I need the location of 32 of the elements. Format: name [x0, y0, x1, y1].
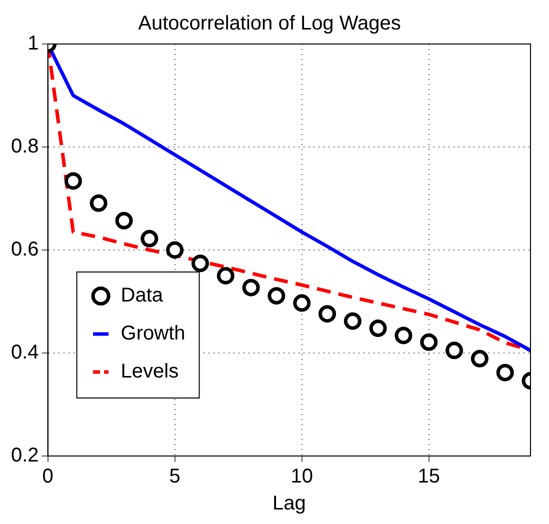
point — [446, 342, 464, 360]
point — [470, 350, 488, 368]
point — [420, 333, 438, 351]
point — [166, 241, 184, 259]
point — [369, 320, 387, 338]
point — [216, 267, 234, 284]
point — [90, 194, 108, 212]
point — [496, 364, 514, 382]
x-axis-title: Lag — [272, 492, 306, 515]
point — [293, 294, 311, 312]
legend-label: Data — [120, 284, 164, 307]
x-tick-label: 15 — [418, 466, 440, 488]
point — [268, 287, 286, 305]
point — [242, 278, 260, 296]
point — [64, 172, 82, 190]
y-tick-label: 0.6 — [10, 238, 39, 261]
point — [191, 254, 209, 272]
legend-label: Levels — [120, 360, 179, 383]
x-tick-label: 0 — [42, 466, 54, 488]
point — [344, 312, 362, 330]
x-tick-label: 10 — [290, 466, 313, 488]
chart-title: Autocorrelation of Log Wages — [138, 12, 401, 35]
point — [140, 230, 158, 248]
point — [115, 212, 133, 230]
y-tick-label: 1 — [28, 32, 39, 55]
y-tick-label: 0.8 — [10, 136, 39, 158]
legend-label: Growth — [120, 322, 186, 345]
x-tick-label: 5 — [169, 466, 180, 488]
point — [394, 326, 412, 344]
y-tick-label: 0.4 — [10, 342, 39, 364]
point — [318, 305, 336, 323]
y-tick-label: 0.2 — [10, 444, 39, 467]
